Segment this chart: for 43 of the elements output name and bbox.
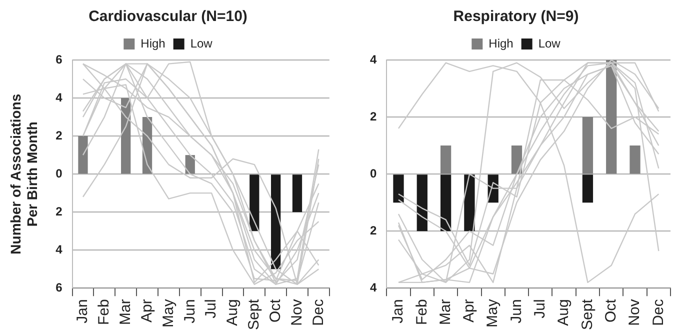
- x-tick-label: Jan: [74, 299, 92, 324]
- x-tick-label: Aug: [555, 299, 572, 326]
- y-tick-label: 2: [370, 109, 377, 124]
- x-tick-label: Mar: [436, 299, 454, 325]
- x-tick-label: Sept: [578, 298, 596, 330]
- y-tick-label: 2: [56, 128, 63, 142]
- x-tick-label: Jul: [202, 299, 220, 318]
- y-tick-label: 2: [370, 223, 377, 238]
- y-tick-label: 6: [56, 280, 63, 294]
- x-tick-label: Apr: [138, 299, 156, 322]
- x-tick-label: Aug: [224, 299, 242, 326]
- y-tick-label: 0: [370, 166, 377, 180]
- x-tick-label: May: [484, 298, 502, 328]
- x-tick-label: Mar: [116, 299, 134, 325]
- x-tick-label: Feb: [96, 299, 113, 325]
- x-tick-label: Oct: [602, 298, 620, 322]
- x-tick-label: Feb: [413, 299, 430, 325]
- y-tick-label: 6: [56, 52, 63, 66]
- chart-title: Cardiovascular (N=10): [88, 8, 248, 26]
- x-tick-label: Sept: [246, 298, 263, 330]
- legend-label: Low: [538, 36, 561, 50]
- y-tick-label: 4: [56, 242, 63, 256]
- y-tick-label: 4: [370, 280, 377, 294]
- y-tick-label: 4: [370, 52, 377, 66]
- y-tick-label: 2: [56, 204, 63, 218]
- x-tick-label: Jun: [508, 299, 525, 324]
- x-tick-label: May: [160, 298, 177, 328]
- x-tick-label: Jun: [181, 299, 198, 324]
- y-tick-label: 4: [56, 90, 63, 104]
- x-tick-label: Nov: [288, 298, 306, 326]
- chart-title: Respiratory (N=9): [453, 8, 579, 26]
- x-tick-label: Apr: [460, 299, 478, 322]
- x-tick-label: Nov: [626, 298, 644, 326]
- legend-label: High: [140, 36, 166, 50]
- x-tick-label: Dec: [310, 298, 327, 326]
- legend-label: High: [488, 36, 514, 50]
- y-axis-title: Number of Associations Per Birth Month: [7, 94, 40, 254]
- x-tick-label: Oct: [266, 298, 284, 322]
- legend-label: Low: [190, 36, 213, 50]
- x-tick-label: Jul: [532, 299, 549, 318]
- y-tick-label: 0: [56, 166, 63, 180]
- x-tick-label: Jan: [390, 299, 407, 324]
- x-tick-label: Dec: [650, 298, 667, 326]
